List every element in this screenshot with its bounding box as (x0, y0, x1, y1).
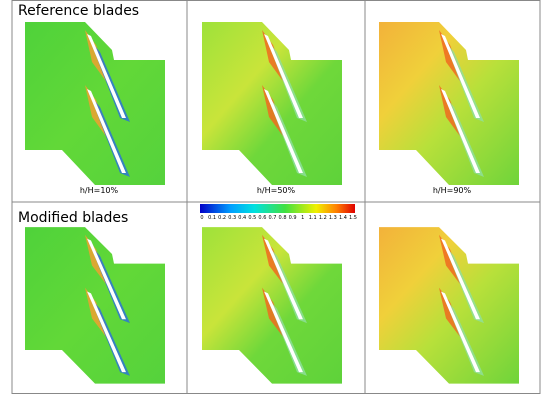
row-label: Reference blades (18, 3, 139, 19)
contour-panel (379, 227, 519, 383)
colorbar (200, 204, 355, 213)
colorbar-label: 0.7 (268, 215, 276, 221)
colorbar-label: 0.8 (279, 215, 287, 221)
colorbar-label: 1 (301, 215, 304, 221)
colorbar-label: 0.6 (258, 215, 266, 221)
colorbar-label: 1.5 (349, 215, 357, 221)
colorbar-label: 0.4 (238, 215, 246, 221)
colorbar-label: 1.1 (309, 215, 317, 221)
colorbar-label: 1.3 (329, 215, 337, 221)
colorbar-label: 0.3 (228, 215, 236, 221)
colorbar-label: 1.2 (319, 215, 327, 221)
colorbar-label: 0.1 (208, 215, 216, 221)
contour-panel (25, 227, 165, 383)
contour-panel (379, 22, 519, 185)
caption: h/H=90% (433, 186, 472, 195)
caption: h/H=10% (80, 186, 119, 195)
panels (25, 22, 519, 384)
contour-panel (202, 227, 342, 383)
colorbar-label: 1.4 (339, 215, 347, 221)
colorbar-label: 0 (200, 215, 203, 221)
contour-panel (202, 22, 342, 185)
caption: h/H=50% (257, 186, 296, 195)
figure: Reference blades Modified blades h/H=10%… (0, 0, 545, 409)
colorbar-label: 0.5 (248, 215, 256, 221)
colorbar-label: 0.2 (218, 215, 226, 221)
row-label: Modified blades (18, 210, 128, 226)
contour-panel (25, 22, 165, 185)
colorbar-label: 0.9 (289, 215, 297, 221)
